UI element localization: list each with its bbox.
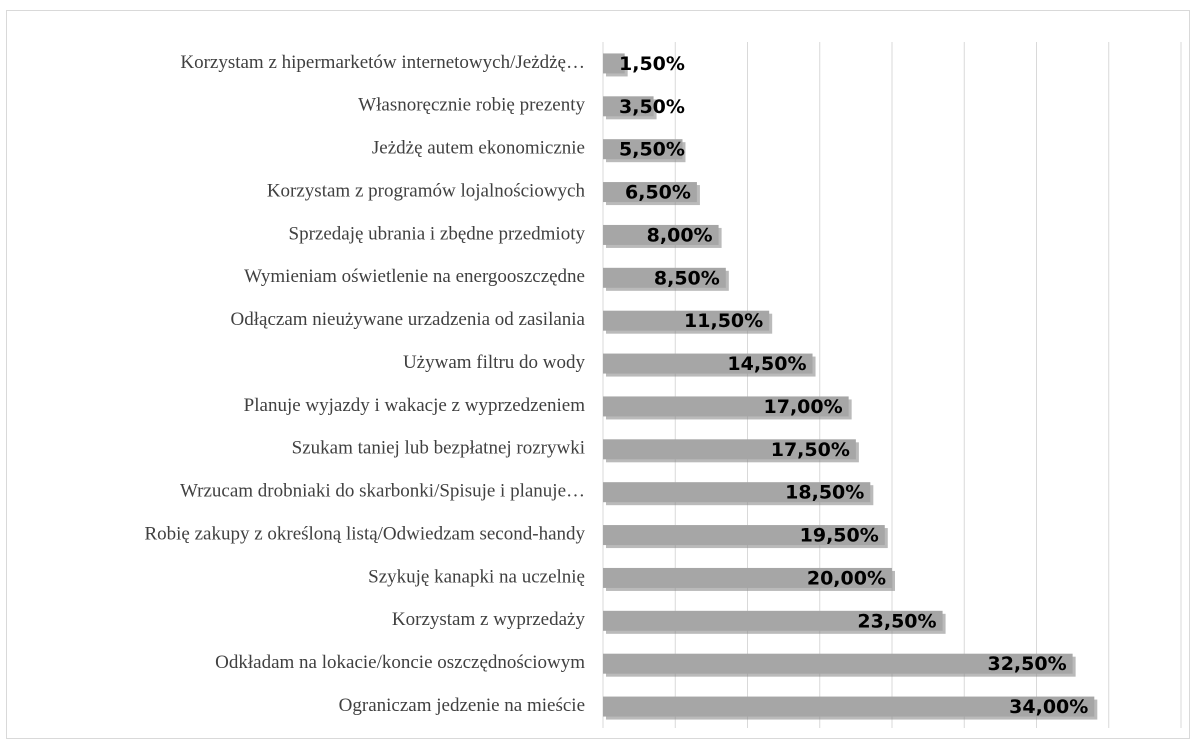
value-label: 17,00% [764,396,843,418]
category-label: Szukam taniej lub bezpłatnej rozrywki [292,438,585,459]
bar [603,139,683,160]
value-label: 8,50% [654,267,720,289]
chart-border [6,10,1190,739]
value-label: 18,50% [785,482,864,504]
bar [603,267,726,288]
value-label: 6,50% [625,182,691,204]
category-label: Odkładam na lokacie/koncie oszczędnościo… [215,652,585,673]
category-label: Odłączam nieużywane urzadzenia od zasila… [231,309,586,330]
value-label: 23,50% [857,610,936,632]
category-label: Szykuję kanapki na uczelnię [368,566,585,587]
bar [603,653,1073,674]
category-label: Jeżdżę autem ekonomicznie [372,138,585,159]
category-label: Ograniczam jedzenie na mieście [339,695,585,716]
value-label: 5,50% [619,139,685,161]
bar [603,310,770,331]
category-label: Własnoręcznie robię prezenty [358,95,585,116]
category-label: Robię zakupy z określoną listą/Odwiedzam… [144,523,585,544]
bar [603,525,885,546]
bar [603,567,892,588]
bar [603,353,813,374]
bar [603,396,849,417]
value-label: 34,00% [1009,696,1088,718]
category-label: Korzystam z programów lojalnościowych [267,180,586,201]
category-label: Wrzucam drobniaki do skarbonki/Spisuje i… [180,481,585,502]
value-label: 19,50% [800,525,879,547]
value-label: 11,50% [684,310,763,332]
bar [603,182,697,203]
category-label: Używam filtru do wody [403,352,586,373]
category-label: Wymieniam oświetlenie na energooszczędne [244,266,585,287]
value-label: 20,00% [807,567,886,589]
category-label: Korzystam z wyprzedaży [392,609,586,630]
category-label: Korzystam z hipermarketów internetowych/… [180,52,585,73]
value-label: 8,00% [647,224,713,246]
category-label: Sprzedaję ubrania i zbędne przedmioty [289,223,586,244]
bar [603,96,654,117]
bar [603,610,943,631]
value-label: 3,50% [619,96,685,118]
value-label: 1,50% [619,53,685,75]
category-label: Planuje wyjazdy i wakacje z wyprzedzenie… [244,395,586,416]
bar [603,224,719,245]
bar [603,696,1095,717]
value-label: 17,50% [771,439,850,461]
bar [603,439,856,460]
value-label: 14,50% [727,353,806,375]
bar [603,482,871,503]
bar [603,53,625,74]
value-label: 32,50% [987,653,1066,675]
